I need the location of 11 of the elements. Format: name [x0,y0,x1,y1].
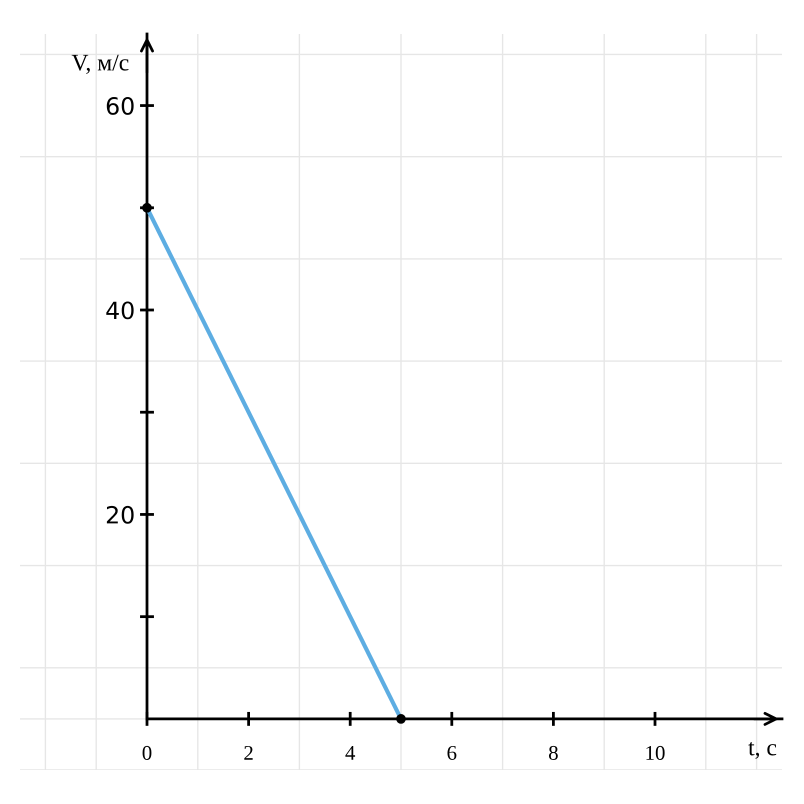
x-tick-label: 4 [345,746,356,760]
x-tick-label: 2 [244,746,253,760]
x-axis-title: t, с [748,742,776,759]
y-tick-label: 60 [106,97,134,115]
x-tick-label: 0 [142,746,152,760]
y-tick-label: 40 [106,301,134,320]
x-tick-label: 10 [646,746,665,760]
y-tick-label: 20 [106,506,134,524]
x-tick-label: 6 [447,746,456,760]
x-tick-label: 8 [548,746,558,760]
y-axis-title: V, м/с [72,54,128,74]
